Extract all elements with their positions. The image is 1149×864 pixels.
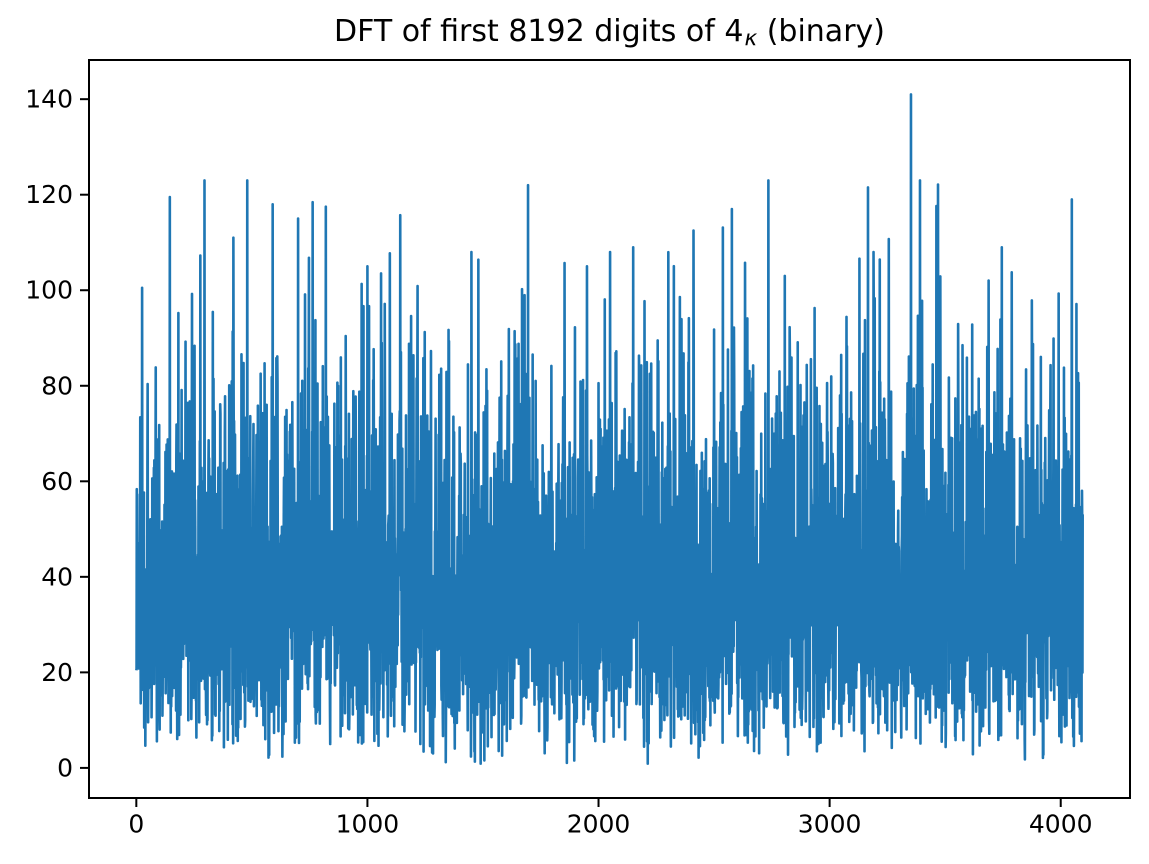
y-tick-label: 120 (25, 180, 73, 209)
y-tick-label: 40 (41, 562, 73, 591)
chart-title: DFT of first 8192 digits of 4κ (binary) (89, 14, 1130, 51)
y-tick-label: 0 (57, 753, 73, 782)
chart-title-subscript: κ (744, 25, 758, 51)
chart-title-prefix: DFT of first 8192 digits of 4 (334, 14, 744, 49)
x-tick-label: 1000 (336, 809, 400, 838)
chart-title-suffix: (binary) (757, 14, 885, 49)
x-tick-label: 4000 (1029, 809, 1093, 838)
x-tick-label: 2000 (567, 809, 631, 838)
y-tick-label: 60 (41, 467, 73, 496)
dft-magnitude-line (135, 93, 1084, 765)
x-tick-label: 3000 (798, 809, 862, 838)
plot-border (88, 59, 1131, 799)
y-tick-label: 140 (25, 85, 73, 114)
y-tick-label: 80 (41, 371, 73, 400)
x-tick-label: 0 (128, 809, 144, 838)
y-tick-label: 100 (25, 276, 73, 305)
y-tick-label: 20 (41, 658, 73, 687)
y-axis-ticks: 0 20 40 60 80 100 120 140 (25, 85, 89, 782)
x-axis-ticks: 0 1000 2000 3000 4000 (128, 798, 1093, 838)
